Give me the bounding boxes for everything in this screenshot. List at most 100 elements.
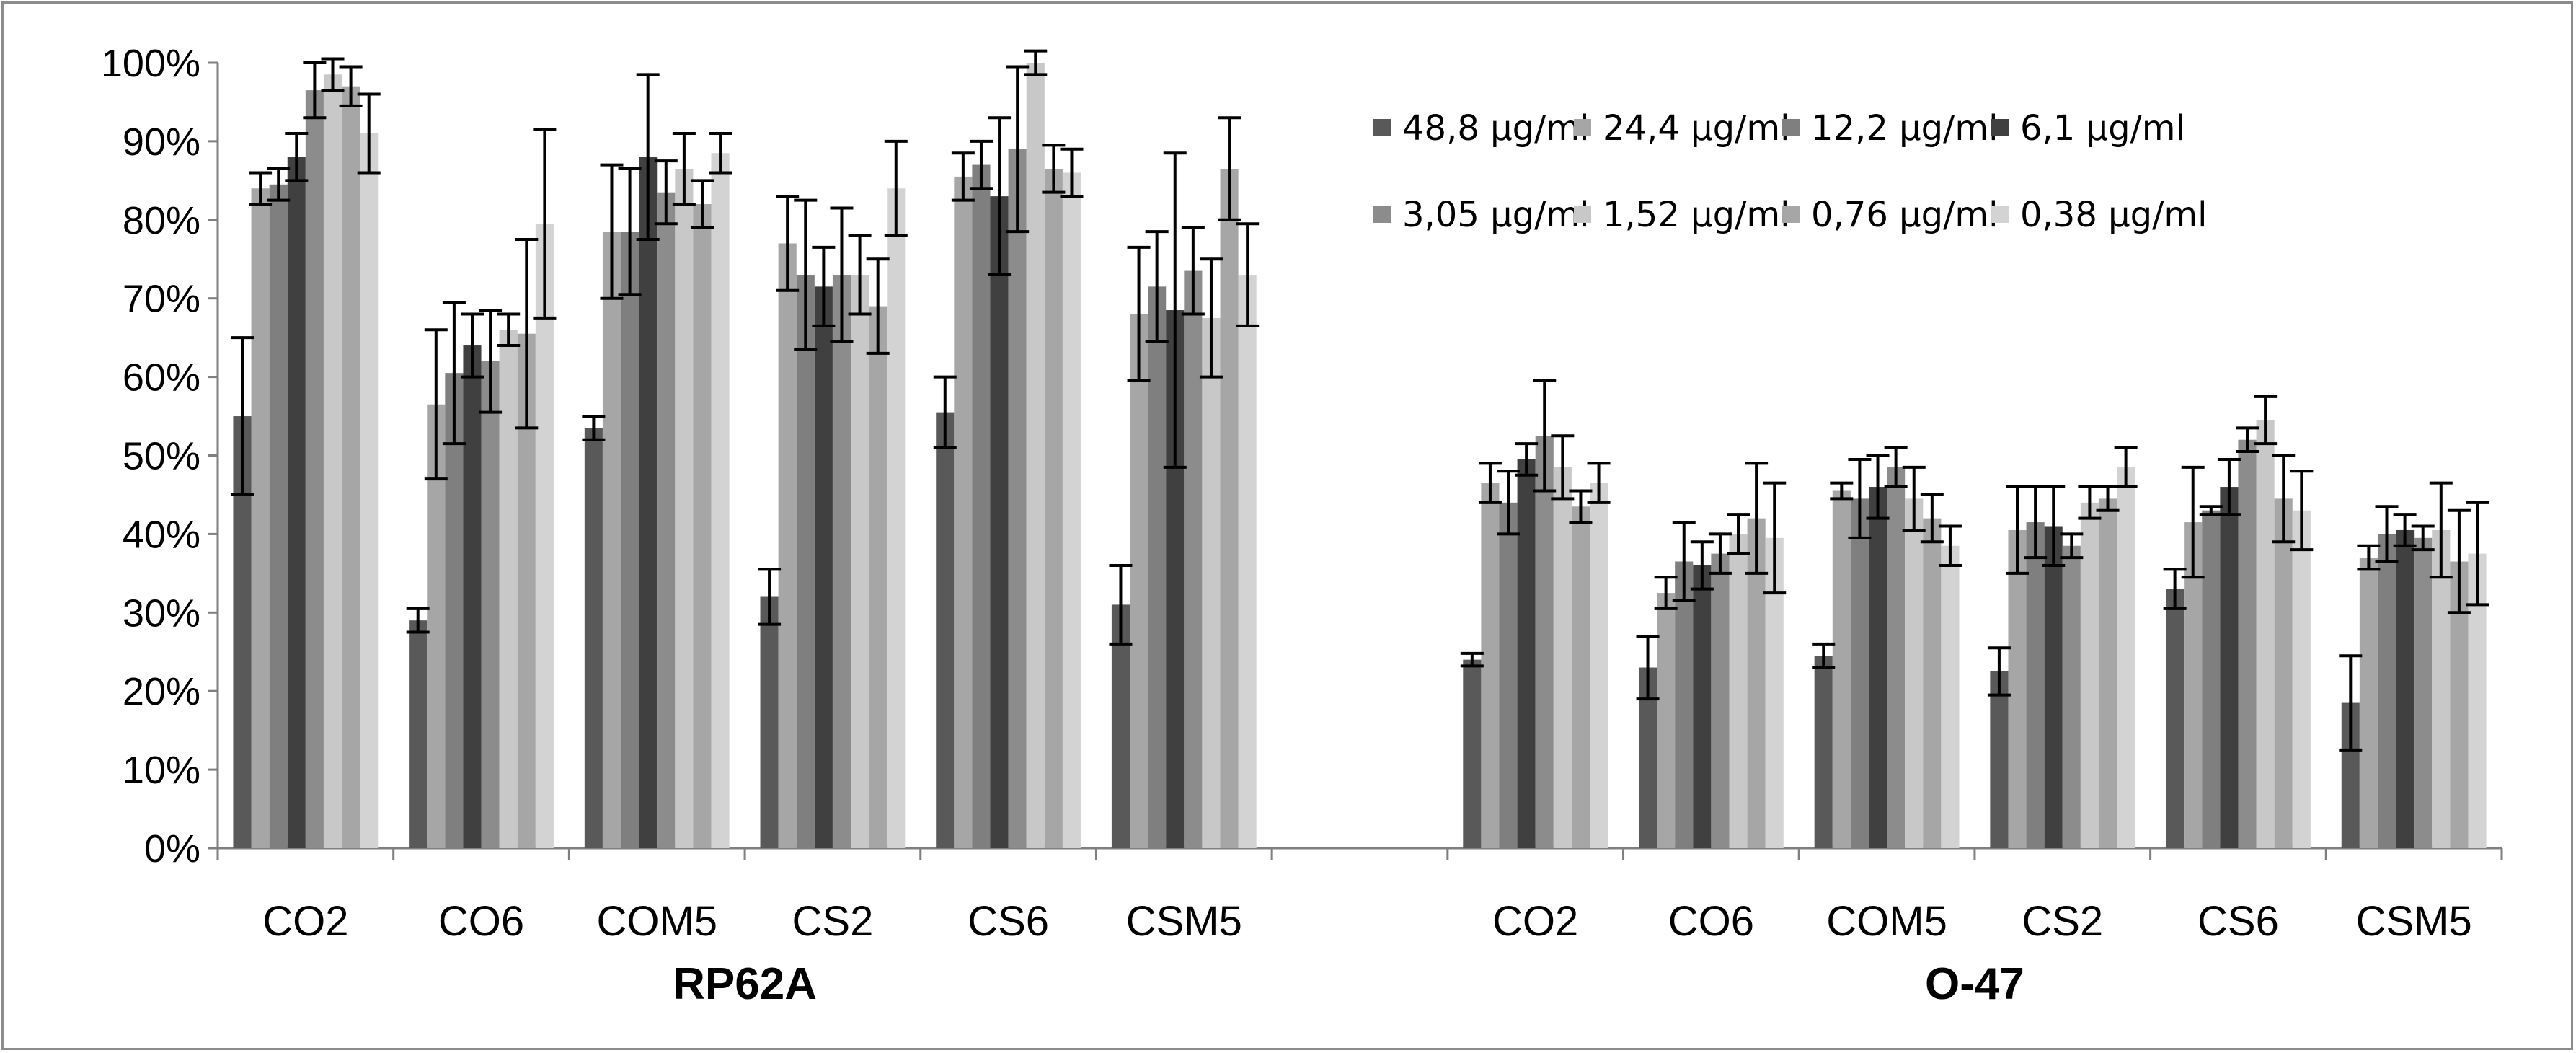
legend-swatch (1574, 119, 1591, 136)
bar (621, 232, 639, 848)
legend-swatch (1991, 119, 2009, 136)
bar (1990, 671, 2009, 848)
y-tick-label: 60% (123, 356, 200, 400)
x-category-label: CO6 (1668, 898, 1754, 945)
bars (233, 63, 2487, 849)
y-tick-label: 0% (144, 827, 200, 871)
bar (1923, 518, 1942, 848)
bar (1463, 659, 1482, 848)
bar (869, 306, 888, 849)
bar (1481, 483, 1500, 848)
y-tick-label: 20% (123, 670, 200, 713)
x-category-label: COM5 (1826, 898, 1947, 945)
bar (1887, 467, 1906, 848)
bar (1499, 502, 1518, 848)
bar (305, 90, 324, 849)
legend-label: 12,2 µg/ml (1811, 108, 1998, 149)
bar (1553, 467, 1572, 848)
bar (445, 373, 464, 848)
bar (972, 164, 991, 848)
bar (323, 74, 342, 849)
bar (851, 275, 869, 848)
bar (1868, 487, 1887, 848)
legend-label: 6,1 µg/ml (2020, 108, 2185, 149)
bar (1044, 169, 1063, 848)
bar (251, 188, 270, 848)
bar (832, 275, 851, 848)
bar (1675, 561, 1694, 848)
y-tick-label: 80% (123, 199, 200, 242)
x-category-label: CO2 (262, 898, 348, 945)
x-category-label: CO2 (1492, 898, 1578, 945)
legend-label: 1,52 µg/ml (1603, 195, 1789, 235)
bar (1589, 483, 1608, 848)
bar (584, 428, 603, 848)
bar (639, 157, 658, 848)
bar (954, 176, 973, 848)
bar (2274, 498, 2293, 848)
bar (887, 188, 906, 848)
bar (936, 412, 955, 848)
bar (463, 345, 482, 848)
bar (2080, 502, 2099, 848)
bar (287, 157, 306, 848)
bar (1148, 286, 1167, 848)
bar (657, 192, 676, 848)
bar (2359, 558, 2378, 848)
bar (990, 196, 1009, 848)
legend-label: 48,8 µg/ml (1402, 108, 1589, 149)
bar (711, 153, 730, 849)
bar (1062, 172, 1081, 848)
bar (2292, 510, 2311, 848)
bar (1850, 498, 1869, 848)
bar (1008, 149, 1027, 849)
legend-swatch (1574, 206, 1591, 223)
y-axis: 0% 10% 20% 30% 40% 50% 60% 70% 80% 90% 100% (101, 42, 219, 871)
x-category-label: COM5 (596, 898, 717, 945)
y-tick-label: 50% (123, 435, 200, 478)
bar (1729, 534, 1748, 848)
legend-swatch (1373, 206, 1391, 223)
bar (360, 133, 379, 848)
bar (2098, 498, 2117, 848)
y-tick-label: 100% (101, 42, 200, 85)
bar (796, 275, 815, 848)
bar (1657, 593, 1676, 848)
bar (269, 184, 288, 849)
bar (1517, 459, 1536, 848)
x-category-label: CSM5 (1126, 898, 1242, 945)
bar (2377, 534, 2396, 848)
y-tick-label: 30% (123, 591, 200, 635)
bar (2117, 467, 2135, 848)
x-category-label: CS6 (968, 898, 1049, 945)
bar (2062, 545, 2081, 848)
bar (602, 232, 621, 848)
bar (2396, 529, 2415, 848)
bar (2166, 589, 2185, 848)
legend-label: 0,76 µg/ml (1811, 195, 1998, 235)
bar (481, 361, 500, 848)
bar (1202, 317, 1221, 848)
bar (1220, 169, 1239, 848)
bar (1711, 553, 1730, 848)
bar (814, 286, 833, 848)
bar (2432, 529, 2451, 848)
y-tick-label: 90% (123, 120, 200, 164)
bar (778, 243, 797, 849)
legend: 48,8 µg/ml 24,4 µg/ml 12,2 µg/ml 6,1 µg/ml 3… (1373, 108, 2207, 235)
legend-label: 3,05 µg/ml (1402, 195, 1589, 235)
bar (2026, 522, 2045, 848)
bar (2256, 420, 2275, 848)
bar (2414, 537, 2433, 848)
x-category-label: CO6 (438, 898, 524, 945)
bar (1571, 506, 1590, 848)
bar (1693, 565, 1712, 848)
bar (2008, 529, 2027, 848)
x-category-label: CS6 (2197, 898, 2279, 945)
bar (1130, 314, 1148, 849)
x-axis: CO2 CO6 COM5 CS2 CS6 CSM5 RP62A CO2 CO6 COM5 CS2 CS… (216, 847, 2503, 1009)
group-label: RP62A (673, 959, 817, 1009)
bar (2220, 487, 2239, 848)
bar (2044, 526, 2063, 848)
